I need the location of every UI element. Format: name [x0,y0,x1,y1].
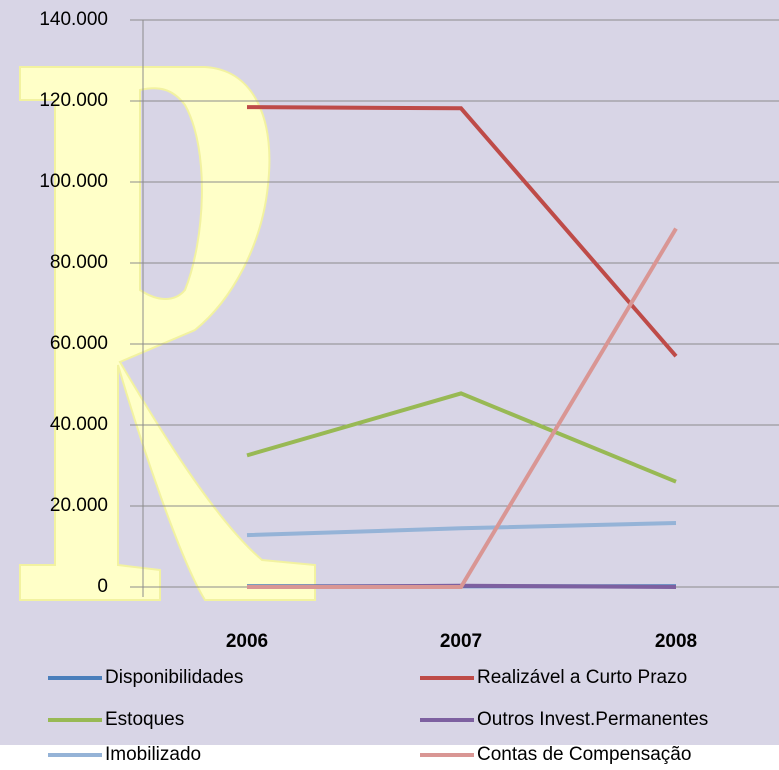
legend-label: Realizável a Curto Prazo [477,667,687,688]
y-tick-label: 20.000 [50,495,108,516]
x-tick-label: 2006 [226,631,268,652]
legend-label: Contas de Compensação [477,744,691,765]
series-line [246,105,678,358]
x-tick-label: 2008 [655,631,697,652]
legend-label: Estoques [105,709,184,730]
y-tick-label: 60.000 [50,333,108,354]
y-tick-label: 140.000 [39,9,108,30]
watermark [19,66,316,601]
legend-label: Imobilizado [105,744,201,765]
legend-label: Disponibilidades [105,667,243,688]
series-line [246,521,677,538]
series-line [246,391,677,484]
y-tick-label: 0 [97,576,108,597]
y-tick-label: 80.000 [50,252,108,273]
y-tick-label: 120.000 [39,90,108,111]
y-tick-label: 40.000 [50,414,108,435]
x-tick-label: 2007 [440,631,482,652]
legend-label: Outros Invest.Permanentes [477,709,708,730]
series-line [247,227,678,589]
y-tick-label: 100.000 [39,171,108,192]
